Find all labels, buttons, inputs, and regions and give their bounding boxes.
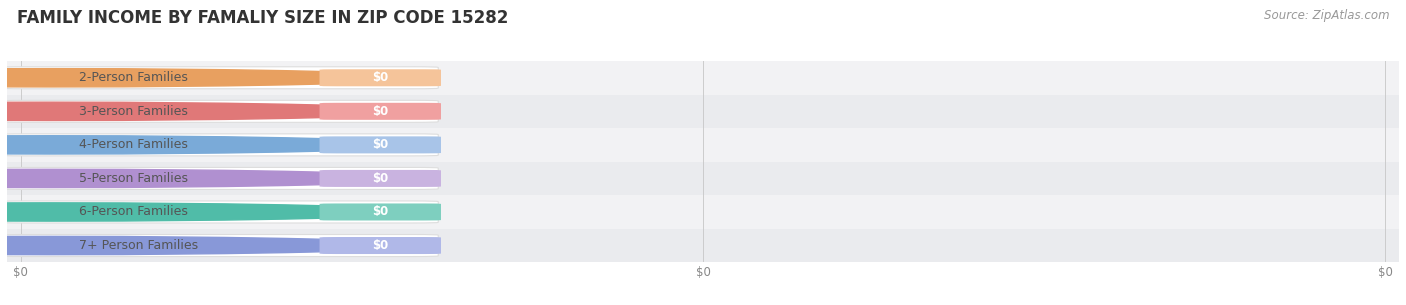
Text: Source: ZipAtlas.com: Source: ZipAtlas.com — [1264, 9, 1389, 22]
FancyBboxPatch shape — [319, 136, 441, 153]
Text: 7+ Person Families: 7+ Person Families — [79, 239, 198, 252]
FancyBboxPatch shape — [0, 134, 439, 156]
FancyBboxPatch shape — [319, 203, 441, 221]
Text: $0: $0 — [373, 105, 388, 118]
FancyBboxPatch shape — [319, 69, 441, 86]
FancyBboxPatch shape — [0, 201, 439, 223]
Text: 3-Person Families: 3-Person Families — [79, 105, 188, 118]
Circle shape — [0, 136, 422, 154]
Bar — [7, 128, 1399, 162]
FancyBboxPatch shape — [0, 235, 439, 257]
FancyBboxPatch shape — [319, 237, 441, 254]
FancyBboxPatch shape — [0, 167, 439, 189]
Bar — [7, 61, 1399, 95]
Text: FAMILY INCOME BY FAMALIY SIZE IN ZIP CODE 15282: FAMILY INCOME BY FAMALIY SIZE IN ZIP COD… — [17, 9, 508, 27]
FancyBboxPatch shape — [0, 67, 439, 89]
FancyBboxPatch shape — [0, 100, 439, 122]
Circle shape — [0, 169, 422, 188]
Circle shape — [0, 69, 422, 87]
Text: 2-Person Families: 2-Person Families — [79, 71, 188, 84]
Text: $0: $0 — [373, 172, 388, 185]
Text: $0: $0 — [373, 138, 388, 151]
Circle shape — [0, 203, 422, 221]
Text: $0: $0 — [373, 206, 388, 218]
Text: 4-Person Families: 4-Person Families — [79, 138, 188, 151]
Bar — [7, 195, 1399, 229]
Bar — [7, 229, 1399, 262]
Bar — [7, 162, 1399, 195]
Bar — [7, 95, 1399, 128]
Text: $0: $0 — [373, 239, 388, 252]
FancyBboxPatch shape — [319, 170, 441, 187]
Circle shape — [0, 102, 422, 120]
Text: $0: $0 — [373, 71, 388, 84]
Text: 5-Person Families: 5-Person Families — [79, 172, 188, 185]
Circle shape — [0, 236, 422, 255]
Text: 6-Person Families: 6-Person Families — [79, 206, 188, 218]
FancyBboxPatch shape — [319, 103, 441, 120]
